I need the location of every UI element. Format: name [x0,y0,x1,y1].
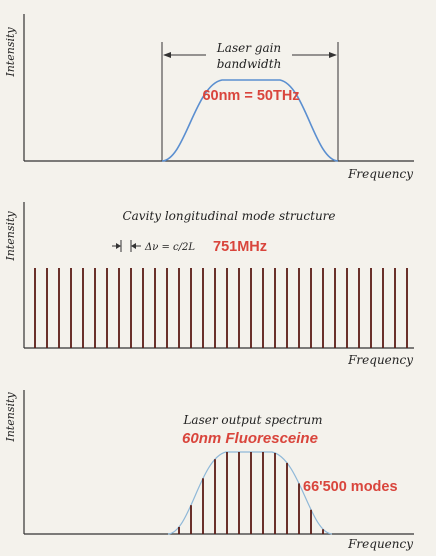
spacing-label: Δν = c/2L [144,242,195,253]
output-annotation-modes: 66'500 modes [303,479,398,495]
panel-gain: Intensity Frequency Laser gain bandwidth… [4,14,414,181]
panel-cavity: Intensity Frequency Cavity longitudinal … [4,202,414,367]
panel-output: Intensity Frequency Laser output spectru… [4,390,414,551]
output-title: Laser output spectrum [182,413,322,427]
cavity-annotation: 751MHz [213,239,267,255]
cavity-mode-lines [34,268,408,348]
gain-curve [161,79,339,162]
cavity-y-axis-title: Intensity [4,211,17,262]
output-envelope [167,451,333,535]
output-y-axis-title: Intensity [4,392,17,443]
gain-x-axis-title: Frequency [347,167,413,181]
bandwidth-arrowhead-right [329,52,337,58]
bandwidth-label-line2: bandwidth [217,57,282,71]
bandwidth-label-line1: Laser gain [216,41,281,55]
gain-y-axis-title: Intensity [4,27,17,78]
output-x-axis-title: Frequency [347,537,413,551]
cavity-x-axis-title: Frequency [347,353,413,367]
cavity-title: Cavity longitudinal mode structure [122,209,335,223]
bandwidth-label-bg [206,40,292,72]
bandwidth-arrowhead-left [163,52,171,58]
output-annotation-title: 60nm Fluoresceine [182,430,318,447]
gain-annotation: 60nm = 50THz [202,88,299,104]
output-mode-lines [178,452,324,534]
spacing-arrowhead-left [116,243,121,249]
